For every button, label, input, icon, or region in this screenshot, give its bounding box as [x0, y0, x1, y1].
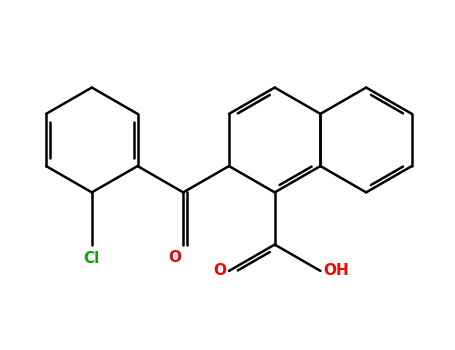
- Text: OH: OH: [323, 264, 349, 278]
- Text: O: O: [168, 250, 181, 265]
- Text: O: O: [213, 264, 227, 278]
- Text: Cl: Cl: [84, 251, 100, 266]
